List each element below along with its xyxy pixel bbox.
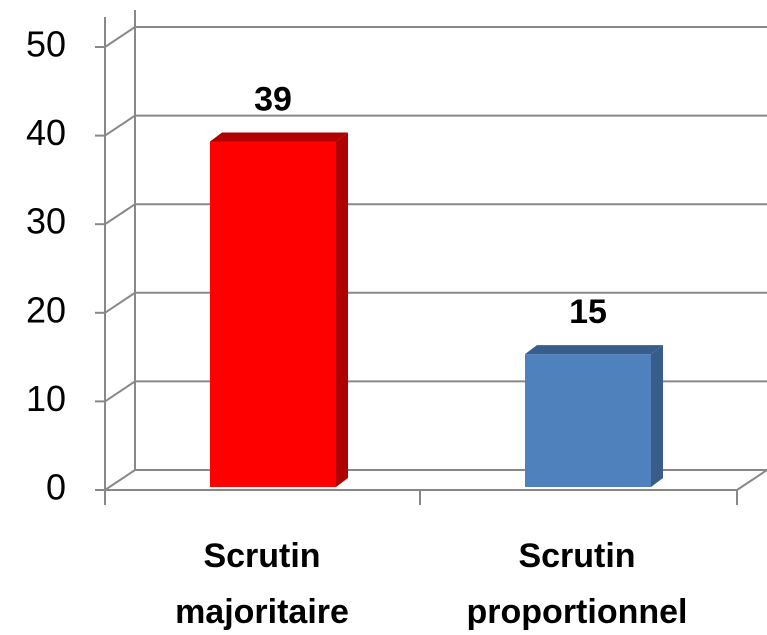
y-tick-label: 30 [26, 201, 66, 242]
y-tick-label: 20 [26, 289, 66, 330]
grid-line [104, 203, 767, 226]
x-tick-label: Scrutin majoritaire [175, 537, 349, 631]
bar [210, 141, 336, 487]
value-label: 15 [569, 293, 607, 331]
grid-line [104, 469, 767, 491]
x-tick-label: Scrutin proportionnel [466, 537, 688, 631]
bar-top [525, 345, 663, 355]
y-tick-label: 50 [26, 24, 66, 65]
bar-side [336, 132, 348, 487]
grid-line [104, 380, 767, 403]
y-tick-label: 40 [26, 112, 66, 153]
y-tick-label: 0 [46, 467, 66, 508]
grid-line [104, 26, 767, 48]
bar [525, 354, 651, 487]
bar-top [210, 132, 348, 142]
grid-line [104, 114, 767, 137]
value-label: 39 [254, 80, 292, 118]
bar-side [651, 345, 663, 487]
grid-line [104, 291, 767, 314]
floor-side [736, 469, 767, 491]
y-tick-label: 10 [26, 378, 66, 419]
